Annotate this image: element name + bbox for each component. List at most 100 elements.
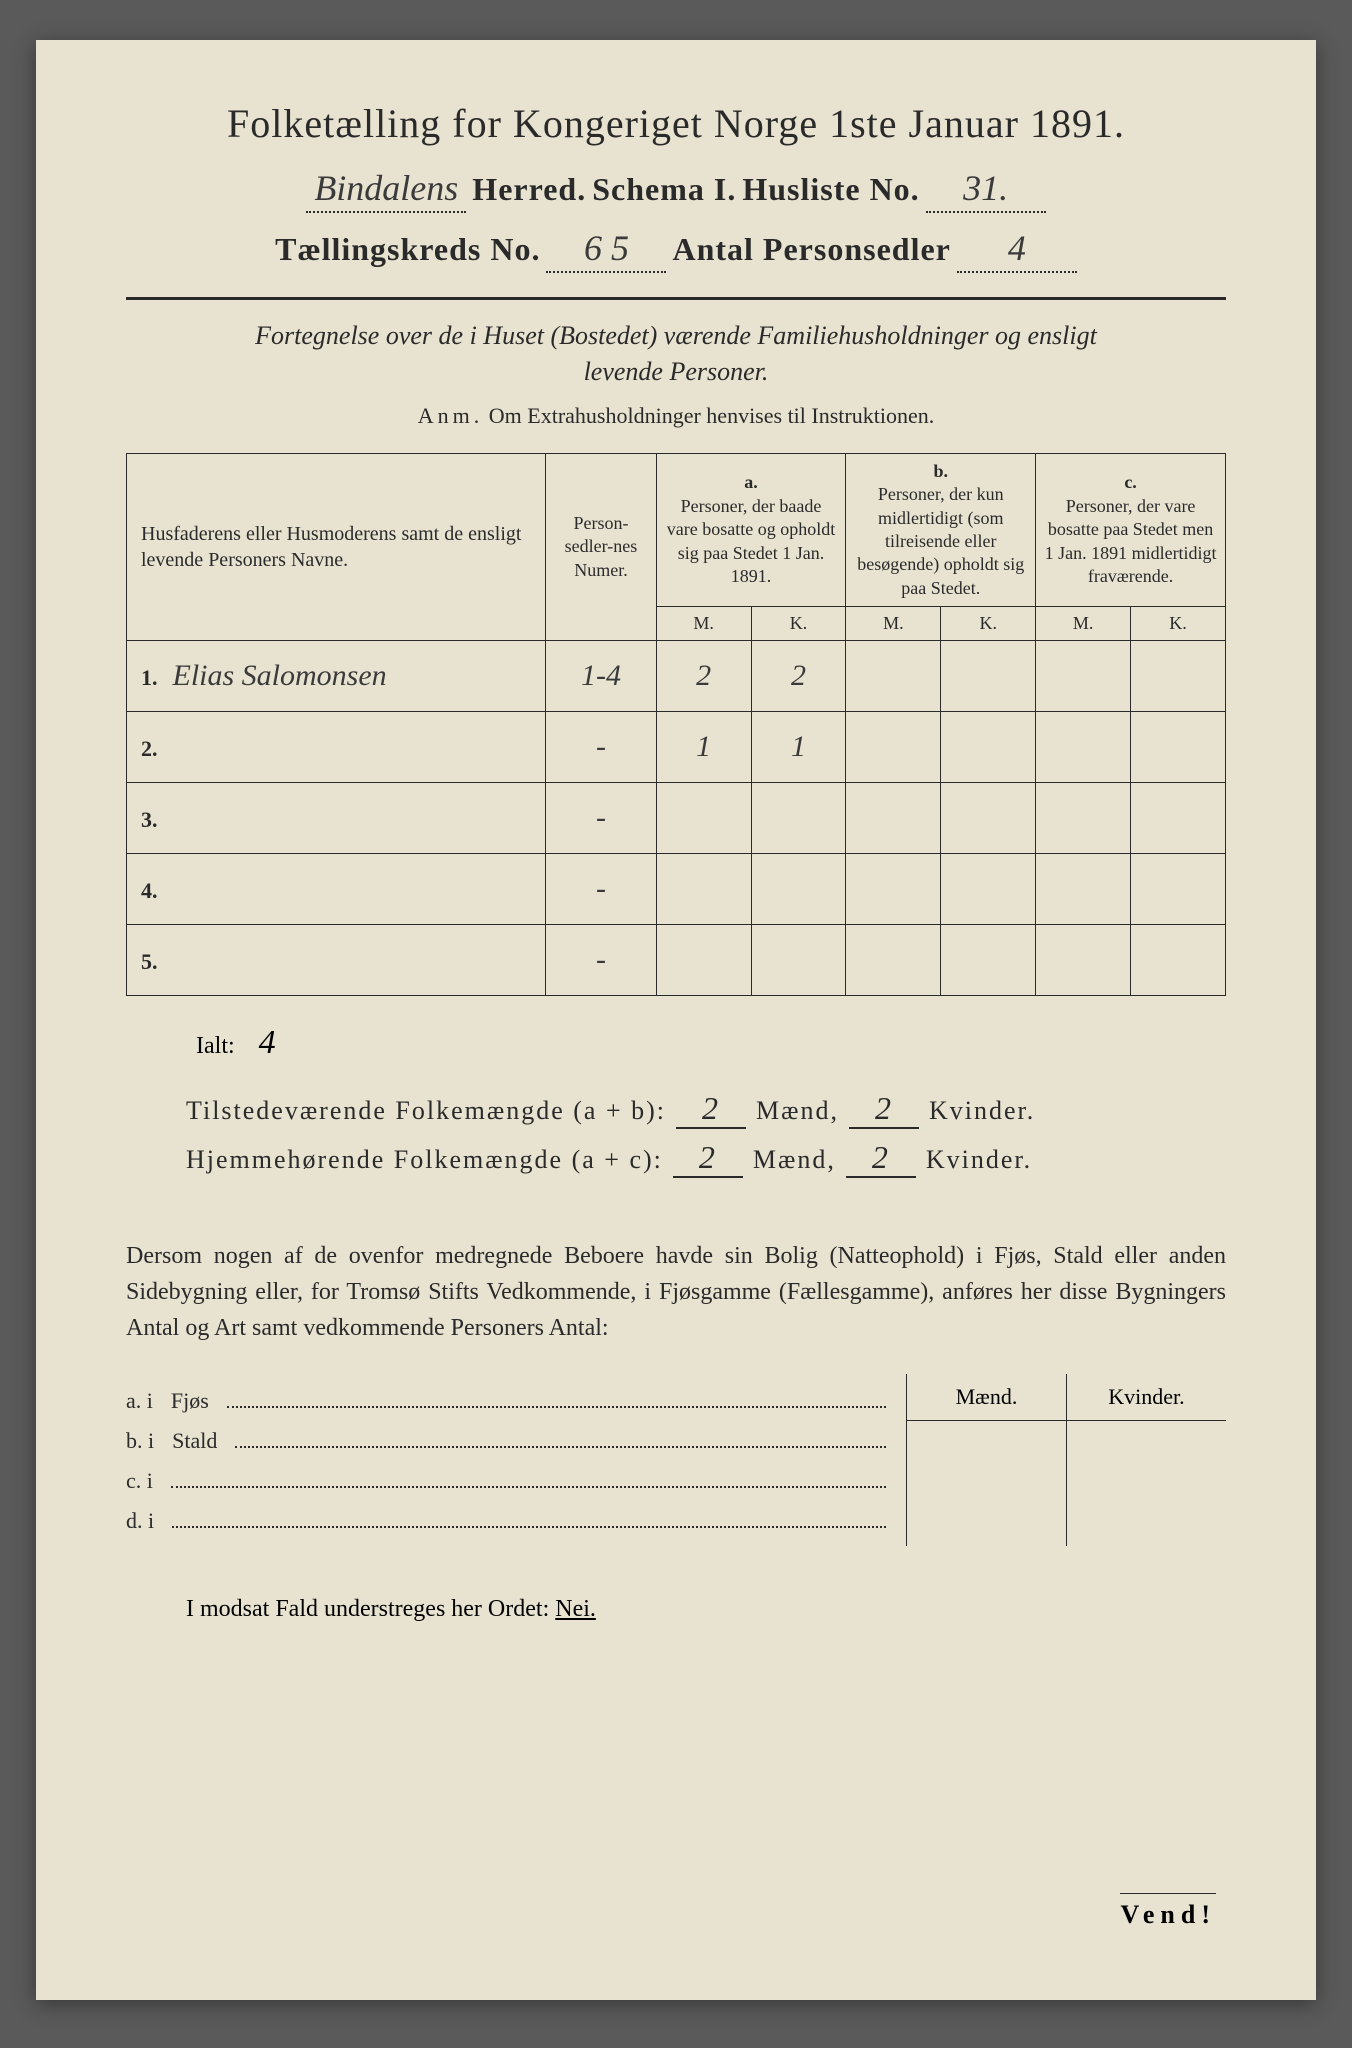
dots [171, 1466, 886, 1488]
sum-present: Tilstedeværende Folkemængde (a + b): 2 M… [186, 1090, 1226, 1129]
ck-cell [1131, 641, 1226, 712]
ialt-label: Ialt: [196, 1033, 235, 1059]
am-cell [656, 854, 751, 925]
col-c-group: c. Personer, der vare bosatte paa Stedet… [1036, 453, 1226, 606]
building-row-c: c. i [126, 1466, 886, 1494]
building-left: a. i Fjøs b. i Stald c. i d. i [126, 1374, 906, 1546]
am-cell: 1 [656, 712, 751, 783]
building-d-label: d. i [126, 1508, 154, 1534]
a-m: M. [656, 607, 751, 641]
ck-cell [1131, 925, 1226, 996]
name-cell: 1. Elias Salomonsen [127, 641, 546, 712]
ialt-row: Ialt: 4 [196, 1024, 1226, 1062]
household-table: Husfaderens eller Husmoderens samt de en… [126, 453, 1226, 996]
anm-prefix: Anm. [418, 403, 484, 428]
br-kvinder-col [1067, 1421, 1226, 1546]
name-cell: 3. [127, 783, 546, 854]
building-block: a. i Fjøs b. i Stald c. i d. i Mænd. K [126, 1374, 1226, 1546]
nei-word: Nei. [555, 1596, 596, 1622]
am-cell [656, 783, 751, 854]
col-a-header: Personer, der baade vare bosatte og opho… [665, 495, 838, 589]
census-form-page: Folketælling for Kongeriget Norge 1ste J… [36, 40, 1316, 2000]
maend-label-1: Mænd, [756, 1096, 839, 1126]
bk-cell [941, 641, 1036, 712]
herred-row: Bindalens Herred. Schema I. Husliste No.… [126, 167, 1226, 213]
bk-cell [941, 712, 1036, 783]
am-cell: 2 [656, 641, 751, 712]
ak-cell: 1 [751, 712, 846, 783]
bm-cell [846, 641, 941, 712]
sum2-k: 2 [846, 1139, 916, 1178]
anm-line: Anm. Om Extrahusholdninger henvises til … [126, 403, 1226, 429]
building-row-a: a. i Fjøs [126, 1386, 886, 1414]
building-paragraph: Dersom nogen af de ovenfor medregnede Be… [126, 1238, 1226, 1346]
sum1-m: 2 [676, 1090, 746, 1129]
cm-cell [1036, 925, 1131, 996]
kreds-row: Tællingskreds No. 6 5 Antal Personsedler… [126, 227, 1226, 273]
husliste-label: Husliste No. [742, 171, 919, 208]
maend-label-2: Mænd, [753, 1145, 836, 1175]
col-name-header: Husfaderens eller Husmoderens samt de en… [127, 453, 546, 640]
dots [227, 1386, 886, 1408]
table-row: 3. - [127, 783, 1226, 854]
col-b-header: Personer, der kun midlertidigt (som tilr… [854, 483, 1027, 600]
ck-cell [1131, 712, 1226, 783]
col-a-group: a. Personer, der baade vare bosatte og o… [656, 453, 846, 606]
kreds-label: Tællingskreds No. [275, 231, 540, 268]
sum1-label: Tilstedeværende Folkemængde (a + b): [186, 1096, 666, 1126]
building-row-d: d. i [126, 1506, 886, 1534]
building-a-label: a. i [126, 1388, 153, 1414]
b-m: M. [846, 607, 941, 641]
sum2-m: 2 [673, 1139, 743, 1178]
num-cell: - [546, 712, 656, 783]
subtitle-line2: levende Personer. [584, 357, 769, 386]
col-a-label: a. [665, 471, 838, 494]
ialt-value: 4 [259, 1024, 276, 1061]
ck-cell [1131, 854, 1226, 925]
dots [172, 1506, 886, 1528]
ak-cell: 2 [751, 641, 846, 712]
a-k: K. [751, 607, 846, 641]
bm-cell [846, 925, 941, 996]
divider [126, 297, 1226, 300]
building-a-name: Fjøs [171, 1388, 209, 1414]
ak-cell [751, 925, 846, 996]
c-m: M. [1036, 607, 1131, 641]
num-cell: 1-4 [546, 641, 656, 712]
ck-cell [1131, 783, 1226, 854]
husliste-value: 31. [926, 167, 1046, 213]
herred-label: Herred. [472, 171, 586, 208]
kreds-value: 6 5 [546, 227, 666, 273]
nei-line: I modsat Fald understreges her Ordet: Ne… [186, 1596, 1226, 1623]
dots [235, 1426, 886, 1448]
nei-prefix: I modsat Fald understreges her Ordet: [186, 1596, 549, 1622]
bk-cell [941, 783, 1036, 854]
herred-value: Bindalens [306, 167, 466, 213]
vend-label: Vend! [1120, 1893, 1216, 1930]
kvinder-label-2: Kvinder. [926, 1145, 1032, 1175]
page-title: Folketælling for Kongeriget Norge 1ste J… [126, 100, 1226, 147]
building-row-b: b. i Stald [126, 1426, 886, 1454]
num-cell: - [546, 783, 656, 854]
sum1-k: 2 [849, 1090, 919, 1129]
cm-cell [1036, 854, 1131, 925]
building-right: Mænd. Kvinder. [906, 1374, 1226, 1546]
bm-cell [846, 854, 941, 925]
num-cell: - [546, 925, 656, 996]
bk-cell [941, 854, 1036, 925]
col-b-group: b. Personer, der kun midlertidigt (som t… [846, 453, 1036, 606]
table-row: 2. -11 [127, 712, 1226, 783]
cm-cell [1036, 783, 1131, 854]
col-num-header: Person-sedler-nes Numer. [546, 453, 656, 640]
table-row: 5. - [127, 925, 1226, 996]
antal-value: 4 [957, 227, 1077, 273]
c-k: K. [1131, 607, 1226, 641]
subtitle: Fortegnelse over de i Huset (Bostedet) v… [126, 318, 1226, 391]
col-c-header: Personer, der vare bosatte paa Stedet me… [1044, 495, 1217, 589]
bm-cell [846, 783, 941, 854]
anm-text: Om Extrahusholdninger henvises til Instr… [489, 403, 934, 428]
building-b-name: Stald [172, 1428, 217, 1454]
building-right-body [907, 1421, 1226, 1546]
sum-resident: Hjemmehørende Folkemængde (a + c): 2 Mæn… [186, 1139, 1226, 1178]
antal-label: Antal Personsedler [672, 231, 950, 268]
